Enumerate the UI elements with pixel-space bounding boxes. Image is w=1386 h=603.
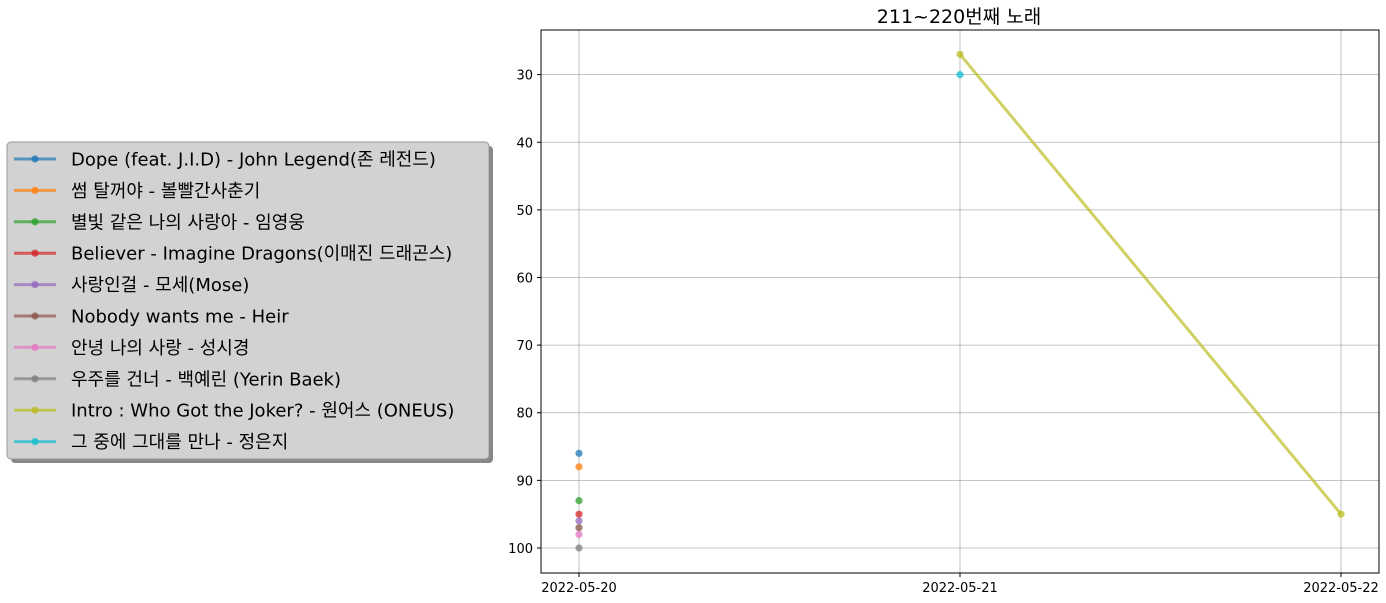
series-3 bbox=[575, 497, 583, 505]
data-point bbox=[575, 449, 583, 457]
legend-label: Nobody wants me - Heir bbox=[71, 307, 289, 328]
data-point bbox=[956, 71, 964, 79]
grid-lines bbox=[541, 30, 1379, 573]
legend-label: 별빛 같은 나의 사랑아 - 임영웅 bbox=[71, 212, 305, 233]
x-axis-ticks: 2022-05-20 2022-05-21 2022-05-22 bbox=[541, 573, 1379, 596]
data-point bbox=[575, 497, 583, 505]
legend-swatch-marker bbox=[31, 406, 39, 414]
legend-item: Dope (feat. J.I.D) - John Legend(존 레전드) bbox=[14, 150, 436, 171]
series-4 bbox=[575, 510, 583, 518]
y-tick-label: 50 bbox=[516, 204, 533, 219]
legend-item: 우주를 건너 - 백예린 (Yerin Baek) bbox=[14, 369, 341, 390]
y-tick-label: 60 bbox=[516, 271, 533, 286]
series-8 bbox=[575, 544, 583, 552]
legend-label: Dope (feat. J.I.D) - John Legend(존 레전드) bbox=[71, 150, 436, 171]
series-7 bbox=[575, 530, 583, 539]
legend-item: 별빛 같은 나의 사랑아 - 임영웅 bbox=[14, 212, 305, 233]
y-tick-label: 30 bbox=[516, 69, 533, 84]
series-9 bbox=[956, 50, 1345, 518]
legend-items: Dope (feat. J.I.D) - John Legend(존 레전드) 썸… bbox=[14, 150, 454, 453]
legend-swatch-marker bbox=[31, 343, 39, 351]
legend-item: 썸 탈꺼야 - 볼빨간사춘기 bbox=[14, 181, 260, 202]
series-5 bbox=[575, 517, 583, 525]
y-axis-ticks: 30 40 50 60 70 80 90 100 bbox=[508, 69, 541, 557]
data-point bbox=[575, 510, 583, 518]
data-point bbox=[575, 517, 583, 525]
series-layer bbox=[575, 50, 1345, 552]
legend-label: 썸 탈꺼야 - 볼빨간사춘기 bbox=[71, 181, 260, 202]
legend-swatch-marker bbox=[31, 186, 39, 194]
legend-item: Intro : Who Got the Joker? - 원어스 (ONEUS) bbox=[14, 401, 454, 422]
legend-swatch-marker bbox=[31, 375, 39, 383]
series-1 bbox=[575, 449, 583, 457]
series-6 bbox=[575, 524, 583, 532]
data-point bbox=[575, 524, 583, 532]
legend-swatch-marker bbox=[31, 249, 39, 257]
series-2 bbox=[575, 463, 583, 471]
y-tick-label: 40 bbox=[516, 136, 533, 151]
series-10 bbox=[956, 71, 964, 79]
legend-swatch-marker bbox=[31, 155, 39, 163]
y-tick-label: 90 bbox=[516, 474, 533, 489]
legend: Dope (feat. J.I.D) - John Legend(존 레전드) 썸… bbox=[6, 141, 493, 463]
x-tick-label: 2022-05-21 bbox=[922, 581, 998, 596]
legend-item: 그 중에 그대를 만나 - 정은지 bbox=[14, 432, 288, 453]
y-tick-label: 80 bbox=[516, 407, 533, 422]
legend-label: 사랑인걸 - 모세(Mose) bbox=[71, 275, 249, 296]
legend-item: 안녕 나의 사랑 - 성시경 bbox=[14, 338, 249, 359]
legend-item: Believer - Imagine Dragons(이매진 드래곤스) bbox=[14, 244, 452, 265]
x-tick-label: 2022-05-22 bbox=[1303, 581, 1379, 596]
legend-item: Nobody wants me - Heir bbox=[14, 307, 289, 328]
legend-swatch-marker bbox=[31, 438, 39, 446]
data-point bbox=[575, 544, 583, 552]
legend-swatch-marker bbox=[31, 218, 39, 226]
legend-label: Believer - Imagine Dragons(이매진 드래곤스) bbox=[71, 244, 452, 265]
data-point bbox=[956, 50, 964, 58]
chart-title: 211~220번째 노래 bbox=[877, 6, 1041, 28]
data-point bbox=[1337, 510, 1345, 518]
data-point bbox=[575, 530, 583, 539]
legend-label: 안녕 나의 사랑 - 성시경 bbox=[71, 338, 249, 359]
legend-label: 그 중에 그대를 만나 - 정은지 bbox=[71, 432, 288, 453]
legend-label: 우주를 건너 - 백예린 (Yerin Baek) bbox=[71, 369, 341, 390]
x-tick-label: 2022-05-20 bbox=[541, 581, 617, 596]
data-point bbox=[575, 463, 583, 471]
legend-label: Intro : Who Got the Joker? - 원어스 (ONEUS) bbox=[71, 401, 454, 422]
series-line bbox=[958, 53, 1343, 516]
y-tick-label: 70 bbox=[516, 339, 533, 354]
legend-item: 사랑인걸 - 모세(Mose) bbox=[14, 275, 249, 296]
legend-swatch-marker bbox=[31, 312, 39, 320]
legend-swatch-marker bbox=[31, 281, 39, 289]
legend-box bbox=[6, 141, 490, 460]
y-tick-label: 100 bbox=[508, 542, 533, 557]
